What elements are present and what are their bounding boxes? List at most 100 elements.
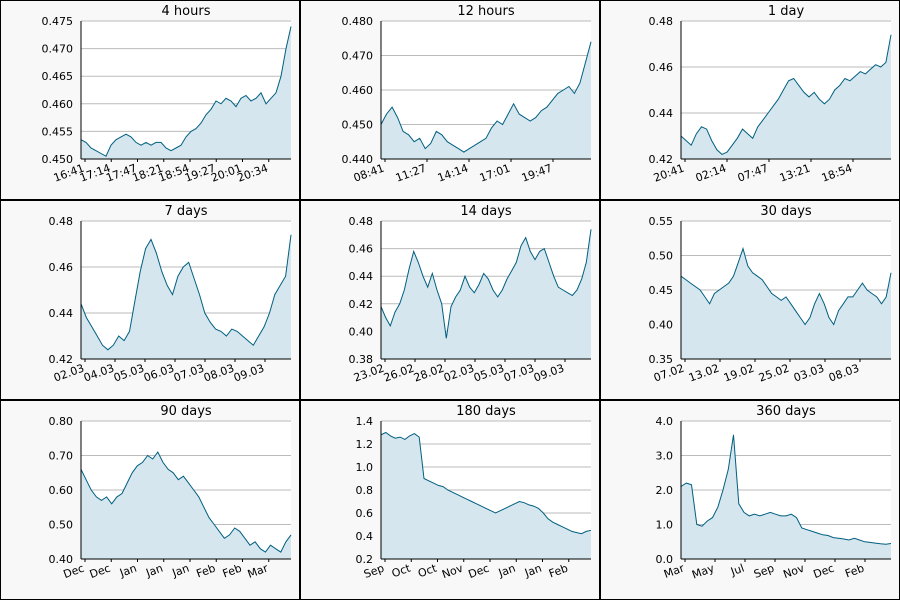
y-tick-label: 0.50 xyxy=(649,250,674,263)
x-tick-label: 05.03 xyxy=(472,362,506,385)
x-tick-label: 13:21 xyxy=(778,162,812,185)
y-tick-label: 0.42 xyxy=(349,298,374,311)
y-tick-label: 0.46 xyxy=(349,243,374,256)
chart-title: 7 days xyxy=(164,204,207,219)
y-tick-label: 4.0 xyxy=(656,415,674,428)
x-tick-label: 02.03 xyxy=(442,362,476,385)
x-tick-label: 07.03 xyxy=(172,362,206,385)
x-tick-label: 20:34 xyxy=(236,162,270,185)
x-tick-label: 04.03 xyxy=(82,362,116,385)
x-tick-label: 11:27 xyxy=(394,162,428,185)
chart-panel: 360 days 0.0 1.0 2.0 3.0 4.0 Mar May Jul Sep Nov De… xyxy=(600,400,900,600)
x-tick-label: 17:01 xyxy=(478,162,512,185)
y-tick-label: 0.48 xyxy=(649,15,674,28)
x-tick-label: Jan xyxy=(117,562,138,580)
y-tick-label: 1.4 xyxy=(356,415,374,428)
y-tick-label: 0.80 xyxy=(49,415,74,428)
chart-svg: 4 hours0.4500.4550.4600.4650.4700.47516:… xyxy=(42,4,292,185)
chart-panel: 1 day 0.42 0.44 0.46 0.48 20:41 02:14 07:47 13:2… xyxy=(600,0,900,200)
x-tick-label: Dec xyxy=(467,562,491,581)
x-tick-label: Jan xyxy=(496,562,517,580)
chart-panel: 90 days 0.40 0.50 0.60 0.70 0.80 Dec Dec Jan Jan J… xyxy=(0,400,300,600)
x-tick-label: 25.02 xyxy=(757,362,791,385)
series-line xyxy=(680,434,892,545)
x-tick-label: 07.03 xyxy=(502,362,536,385)
series-area xyxy=(81,26,291,159)
x-tick-label: 28.02 xyxy=(412,362,446,385)
x-tick-label: Feb xyxy=(843,562,866,581)
y-tick-label: 0.480 xyxy=(342,15,374,28)
y-tick-label: 0.55 xyxy=(649,215,674,228)
y-tick-label: 0.38 xyxy=(349,353,374,366)
y-tick-label: 0.40 xyxy=(349,325,374,338)
series-area xyxy=(681,34,891,159)
series-line xyxy=(680,246,892,326)
x-tick-label: 09.03 xyxy=(232,362,266,385)
series-line xyxy=(380,229,592,339)
x-tick-label: Jan xyxy=(170,562,191,580)
x-tick-label: 19:47 xyxy=(520,162,554,185)
y-tick-label: 0.70 xyxy=(49,450,74,463)
y-tick-label: 0.0 xyxy=(656,553,674,566)
y-tick-label: 1.0 xyxy=(356,461,374,474)
y-tick-label: 0.60 xyxy=(49,484,74,497)
y-tick-label: 0.470 xyxy=(342,50,374,63)
chart-panel: 180 days 0.2 0.4 0.6 0.8 1.0 1.2 1.4 Sep Oct Oct No… xyxy=(300,400,600,600)
chart-title: 1 day xyxy=(768,4,805,19)
series-line xyxy=(380,431,592,535)
x-tick-label: 26.02 xyxy=(382,362,416,385)
chart-title: 90 days xyxy=(160,404,212,419)
y-tick-label: 3.0 xyxy=(656,450,674,463)
y-tick-label: 0.48 xyxy=(49,215,74,228)
chart-title: 14 days xyxy=(460,204,512,219)
x-tick-label: 13.02 xyxy=(687,362,721,385)
y-tick-label: 0.470 xyxy=(42,43,74,56)
x-tick-label: 02:14 xyxy=(694,162,728,185)
y-tick-label: 0.475 xyxy=(42,15,74,28)
x-tick-label: 06.03 xyxy=(142,362,176,385)
y-tick-label: 0.8 xyxy=(356,484,374,497)
x-tick-label: Mar xyxy=(246,561,270,580)
x-tick-label: 09.03 xyxy=(532,362,566,385)
chart-title: 180 days xyxy=(456,404,516,419)
y-tick-label: 0.48 xyxy=(349,215,374,228)
x-tick-label: 03.03 xyxy=(792,362,826,385)
x-tick-label: 18:54 xyxy=(820,162,854,185)
x-tick-label: 08.03 xyxy=(202,362,236,385)
chart-panel: 14 days 0.38 0.40 0.42 0.44 0.46 0.48 23.02 26.0… xyxy=(300,200,600,400)
x-tick-label: Feb xyxy=(547,562,570,581)
y-tick-label: 0.45 xyxy=(649,284,674,297)
x-tick-label: May xyxy=(690,561,716,581)
chart-svg: 14 days0.380.400.420.440.460.4823.0226.0… xyxy=(349,204,592,385)
x-tick-label: 05.03 xyxy=(112,362,146,385)
x-tick-label: Feb xyxy=(195,562,218,581)
y-tick-label: 0.35 xyxy=(649,353,674,366)
y-tick-label: 0.460 xyxy=(342,84,374,97)
series-line xyxy=(380,41,592,153)
series-line xyxy=(80,26,292,157)
y-tick-label: 0.44 xyxy=(349,270,374,283)
chart-title: 4 hours xyxy=(162,4,211,19)
y-tick-label: 0.46 xyxy=(649,61,674,74)
x-tick-label: Dec xyxy=(812,562,836,581)
chart-title: 360 days xyxy=(756,404,816,419)
x-tick-label: Sep xyxy=(752,562,776,581)
y-tick-label: 0.4 xyxy=(356,530,374,543)
chart-panel: 4 hours 0.450 0.455 0.460 0.465 0.470 0.475 16:… xyxy=(0,0,300,200)
y-tick-label: 0.42 xyxy=(649,153,674,166)
x-tick-label: 19.02 xyxy=(722,362,756,385)
x-tick-label: 07:47 xyxy=(736,162,770,185)
series-area xyxy=(381,229,591,359)
y-tick-label: 0.465 xyxy=(42,70,74,83)
y-tick-label: 0.42 xyxy=(49,353,74,366)
chart-title: 12 hours xyxy=(457,4,514,19)
series-line xyxy=(80,451,292,553)
y-tick-label: 0.450 xyxy=(342,119,374,132)
series-area xyxy=(81,234,291,359)
series-line xyxy=(680,34,892,155)
y-tick-label: 0.46 xyxy=(49,261,74,274)
